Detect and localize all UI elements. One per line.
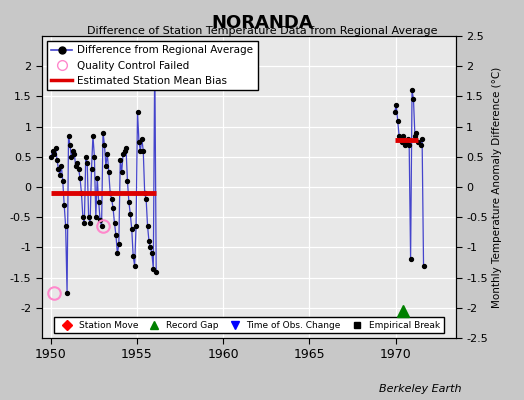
Point	[121, 148, 129, 154]
Point	[407, 256, 415, 263]
Point	[403, 136, 412, 142]
Point	[127, 226, 136, 232]
Point	[49, 148, 57, 154]
Point	[408, 87, 416, 94]
Point	[84, 214, 93, 220]
Point	[93, 175, 102, 181]
Point	[86, 220, 94, 226]
Point	[119, 150, 127, 157]
Y-axis label: Monthly Temperature Anomaly Difference (°C): Monthly Temperature Anomaly Difference (…	[492, 66, 502, 308]
Point	[401, 142, 409, 148]
Point	[102, 163, 110, 169]
Point	[144, 223, 152, 230]
Point	[107, 196, 116, 202]
Point	[60, 202, 69, 208]
Point	[132, 223, 140, 230]
Point	[394, 117, 402, 124]
Point	[80, 220, 89, 226]
Point	[148, 250, 156, 257]
Point	[417, 142, 425, 148]
Point	[106, 190, 114, 196]
Point	[409, 96, 418, 103]
Point	[69, 148, 77, 154]
Point	[51, 144, 60, 151]
Point	[74, 166, 83, 172]
Point	[392, 102, 400, 109]
Point	[100, 142, 108, 148]
Point	[76, 175, 84, 181]
Point	[79, 214, 87, 220]
Point	[61, 223, 70, 230]
Point	[99, 130, 107, 136]
Point	[77, 190, 85, 196]
Point	[54, 166, 63, 172]
Point	[135, 138, 143, 145]
Point	[82, 154, 90, 160]
Point	[113, 250, 122, 257]
Point	[53, 157, 61, 163]
Point	[399, 132, 408, 139]
Point	[70, 150, 79, 157]
Point	[130, 262, 139, 269]
Point	[152, 268, 160, 275]
Point	[103, 150, 112, 157]
Point	[92, 214, 100, 220]
Point	[145, 238, 153, 244]
Point	[412, 130, 421, 136]
Point	[390, 108, 399, 115]
Point	[47, 154, 56, 160]
Point	[115, 241, 123, 248]
Point	[142, 196, 150, 202]
Point	[122, 144, 130, 151]
Point	[396, 136, 405, 142]
Point	[97, 223, 106, 230]
Point	[67, 154, 75, 160]
Point	[136, 148, 145, 154]
Point	[90, 154, 99, 160]
Point	[73, 160, 81, 166]
Point	[71, 163, 80, 169]
Point	[117, 169, 126, 175]
Text: Berkeley Earth: Berkeley Earth	[379, 384, 461, 394]
Point	[146, 244, 155, 250]
Point	[89, 132, 97, 139]
Point	[66, 142, 74, 148]
Point	[398, 138, 406, 145]
Point	[64, 132, 73, 139]
Point	[57, 163, 66, 169]
Point	[105, 169, 113, 175]
Point	[402, 138, 410, 145]
Point	[133, 108, 141, 115]
Point	[129, 253, 137, 260]
Point	[116, 157, 125, 163]
Point	[50, 150, 58, 157]
Point	[140, 190, 149, 196]
Point	[94, 199, 103, 205]
Point	[88, 166, 96, 172]
Point	[419, 262, 428, 269]
Point	[405, 142, 413, 148]
Point	[411, 132, 419, 139]
Point	[139, 148, 147, 154]
Point	[83, 160, 91, 166]
Point	[63, 290, 71, 296]
Point	[395, 132, 403, 139]
Point	[111, 220, 119, 226]
Point	[112, 232, 120, 238]
Point	[109, 205, 117, 211]
Text: Difference of Station Temperature Data from Regional Average: Difference of Station Temperature Data f…	[87, 26, 437, 36]
Point	[149, 265, 158, 272]
Point	[150, 51, 159, 57]
Point	[59, 178, 67, 184]
Point	[56, 172, 64, 178]
Legend: Station Move, Record Gap, Time of Obs. Change, Empirical Break: Station Move, Record Gap, Time of Obs. C…	[54, 317, 444, 334]
Point	[126, 211, 135, 217]
Point	[413, 138, 422, 145]
Point	[123, 178, 132, 184]
Text: NORANDA: NORANDA	[211, 14, 313, 32]
Point	[138, 136, 146, 142]
Point	[96, 217, 104, 224]
Point	[125, 199, 133, 205]
Point	[418, 136, 427, 142]
